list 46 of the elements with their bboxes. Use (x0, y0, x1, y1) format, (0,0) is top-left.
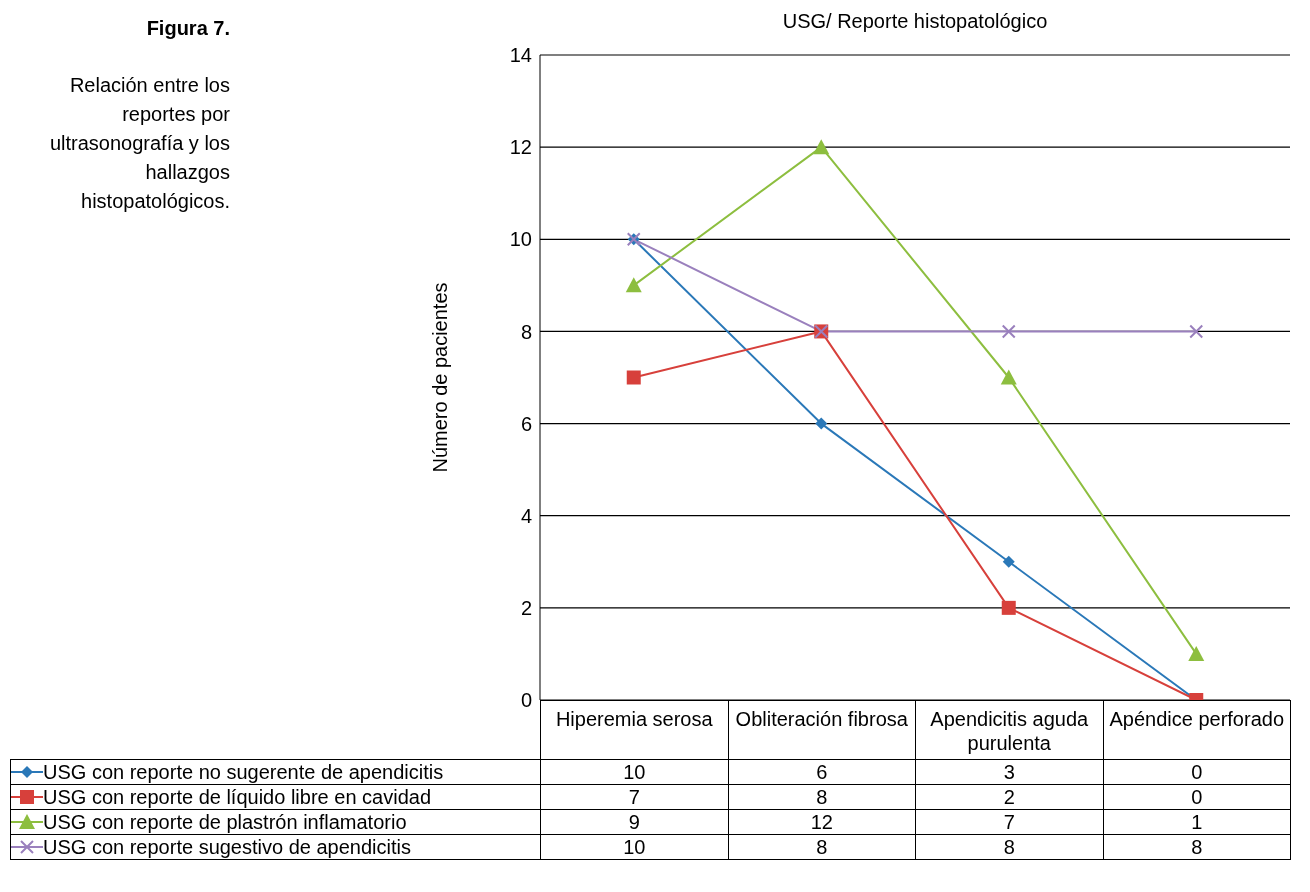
point (1001, 324, 1016, 339)
text: Relación entre los reportes por ultrasonografía y los hallazgos histopatológicos. (48, 73, 230, 214)
point (1000, 369, 1017, 385)
point (626, 370, 641, 385)
x-tick-label: Obliteración fibrosa (727, 700, 916, 760)
x-tick-label: Hiperemia serosa (540, 700, 729, 760)
point (1002, 555, 1015, 568)
point (1188, 645, 1205, 661)
data-label: 7 (540, 784, 729, 810)
data-label: 2 (915, 784, 1104, 810)
y-tick-label: 8 (520, 320, 532, 343)
data-label: 6 (727, 759, 916, 785)
data-label: 10 (540, 759, 729, 785)
y-tick-label: 0 (520, 689, 532, 712)
data-label: 1 (1102, 809, 1291, 835)
y-tick-label: 10 (509, 228, 532, 251)
data-label: 7 (915, 809, 1104, 835)
point (815, 417, 828, 430)
data-label: 8 (727, 834, 916, 860)
data-label: 12 (727, 809, 916, 835)
y-tick-label: 4 (520, 504, 532, 527)
text: Figura 7. (145, 16, 230, 41)
data-label: 8 (1102, 834, 1291, 860)
point (1001, 600, 1016, 615)
legend-label: USG con reporte de líquido libre en cavidad (43, 785, 432, 809)
legend-label: USG con reporte no sugerente de apendicitis (43, 760, 444, 784)
data-label: 0 (1102, 759, 1291, 785)
x-tick-label: Apendicitis aguda purulenta (915, 700, 1104, 760)
data-label: 8 (727, 784, 916, 810)
x-tick-label: Apéndice perforado (1102, 700, 1291, 760)
data-label: 10 (540, 834, 729, 860)
point (625, 277, 642, 293)
point (1189, 324, 1204, 339)
point (813, 139, 830, 155)
y-tick-label: 12 (509, 136, 532, 159)
legend-label: USG con reporte de plastrón inflamatorio (43, 810, 407, 834)
y-tick-label: 6 (520, 412, 532, 435)
data-label: 9 (540, 809, 729, 835)
y-tick-label: 14 (509, 44, 532, 67)
data-label: 8 (915, 834, 1104, 860)
data-label: 0 (1102, 784, 1291, 810)
y-axis-title: Número de pacientes (429, 282, 452, 473)
y-tick-label: 2 (520, 596, 532, 619)
chart-title: USG/ Reporte histopatológico (781, 10, 1049, 33)
data-label: 3 (915, 759, 1104, 785)
legend-label: USG con reporte sugestivo de apendicitis (43, 835, 411, 859)
